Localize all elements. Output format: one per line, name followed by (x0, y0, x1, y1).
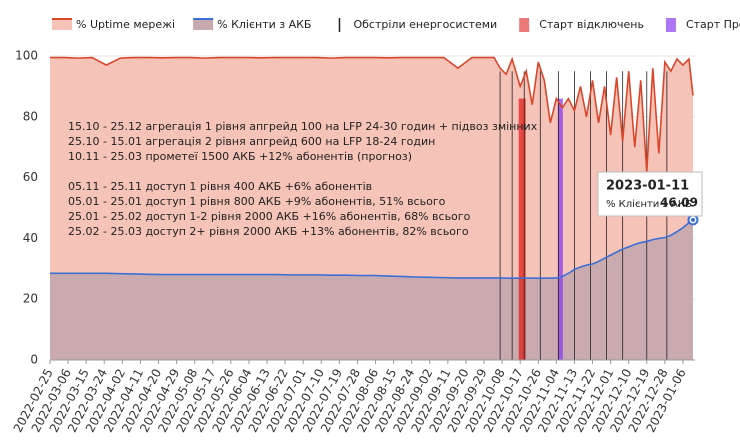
legend-swatch (519, 18, 530, 32)
annotation: 25.10 - 15.01 агрегація 2 рівня апгрейд … (68, 135, 435, 148)
hover-point-inner (690, 217, 695, 222)
annotation: 05.11 - 25.11 доступ 1 рівня 400 АКБ +6%… (68, 180, 372, 193)
legend-swatch (665, 18, 676, 32)
annotation: 25.01 - 25.02 доступ 1-2 рівня 2000 АКБ … (68, 210, 471, 223)
series-line (50, 56, 694, 172)
legend-swatch (52, 19, 72, 30)
annotation: 05.01 - 25.01 доступ 1 рівня 800 АКБ +9%… (68, 195, 446, 208)
legend-label: Старт відключень (539, 18, 644, 31)
tooltip-value: 46.09 (660, 196, 698, 210)
legend-label: Обстріли енергосистеми (353, 18, 497, 31)
event-band (518, 98, 526, 360)
y-tick-label: 100 (15, 49, 38, 63)
y-tick-label: 80 (23, 109, 38, 123)
annotation: 25.02 - 25.03 доступ 2+ рівня 2000 АКБ +… (68, 225, 469, 238)
y-tick-label: 20 (23, 292, 38, 306)
tooltip (597, 171, 703, 217)
annotation: 10.11 - 25.03 прометеї 1500 АКБ +12% або… (68, 150, 412, 163)
y-tick-label: 60 (23, 170, 38, 184)
legend-label: Старт Прометеїв (686, 18, 740, 31)
series-line (50, 219, 694, 280)
y-tick-label: 40 (23, 231, 38, 245)
y-tick-label: 0 (30, 353, 38, 367)
area (50, 219, 693, 360)
legend-label: % Клієнти з АКБ (217, 18, 311, 31)
legend-swatch (193, 19, 214, 30)
event-band (557, 98, 563, 360)
annotation: 15.10 - 25.12 агрегація 1 рівня апгрейд … (68, 120, 538, 133)
legend-label: % Uptime мережі (76, 18, 175, 31)
tooltip-series: % Клієнти з АКБ (606, 198, 692, 210)
tooltip-date: 2023-01-11 (606, 179, 689, 194)
